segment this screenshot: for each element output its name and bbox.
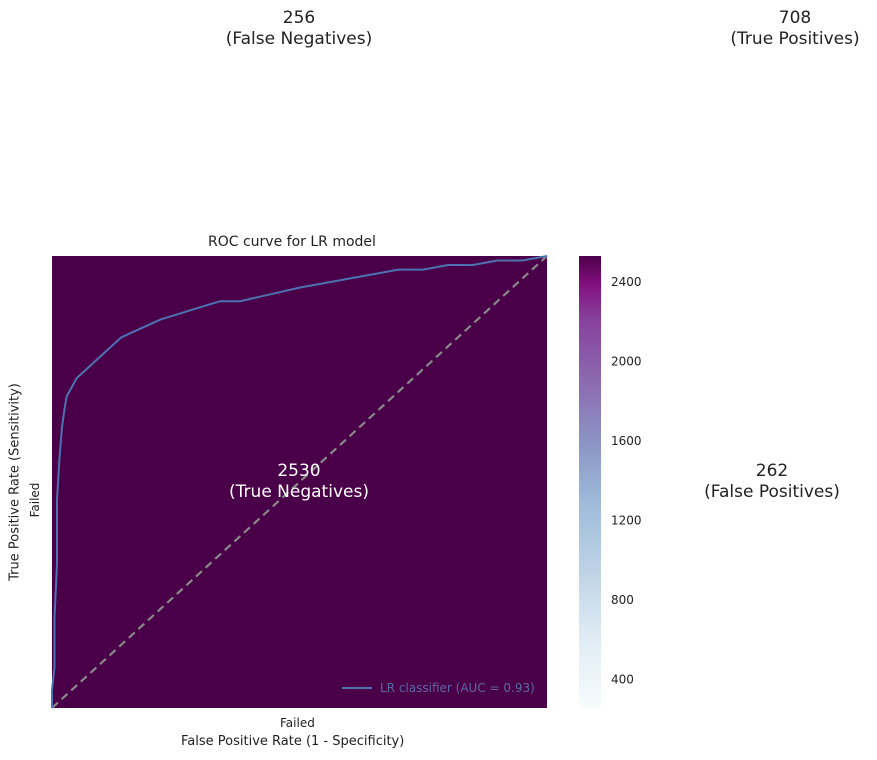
- y-tick-label: Failed: [28, 482, 42, 518]
- chart-title: ROC curve for LR model: [208, 234, 376, 250]
- cell-annotation-true-positives: 708 (True Positives): [695, 8, 877, 50]
- y-axis-label: True Positive Rate (Sensitivity): [7, 383, 23, 581]
- cell-annotation-false-negatives: 256 (False Negatives): [199, 8, 399, 50]
- cell-label: (True Positives): [730, 29, 860, 49]
- x-tick-label: Failed: [280, 716, 315, 730]
- cell-annotation-false-positives: 262 (False Positives): [672, 461, 872, 503]
- colorbar-tick-label: 2000: [611, 354, 642, 368]
- colorbar-tick-label: 2400: [611, 275, 642, 289]
- legend-label: LR classifier (AUC = 0.93): [380, 681, 535, 695]
- colorbar-tick-label: 1200: [611, 513, 642, 527]
- cell-value: 262: [755, 461, 789, 481]
- cell-value: 256: [282, 8, 316, 28]
- cell-label: (False Positives): [704, 482, 840, 502]
- chance-diagonal-line: [51, 255, 548, 709]
- cell-label: (True Negatives): [229, 482, 369, 502]
- cell-value: 2530: [277, 461, 321, 481]
- colorbar: [579, 256, 601, 708]
- roc-curve-line: [51, 255, 548, 708]
- colorbar-ticks: 400 800 1200 1600 2000 2400: [611, 275, 642, 687]
- cell-label: (False Negatives): [225, 29, 373, 49]
- cell-value: 708: [778, 8, 812, 28]
- cell-annotation-true-negatives: 2530 (True Negatives): [199, 461, 399, 503]
- colorbar-tick-label: 400: [611, 672, 634, 686]
- colorbar-tick-label: 1600: [611, 434, 642, 448]
- colorbar-tick-label: 800: [611, 593, 634, 607]
- x-axis-label: False Positive Rate (1 - Specificity): [181, 734, 405, 749]
